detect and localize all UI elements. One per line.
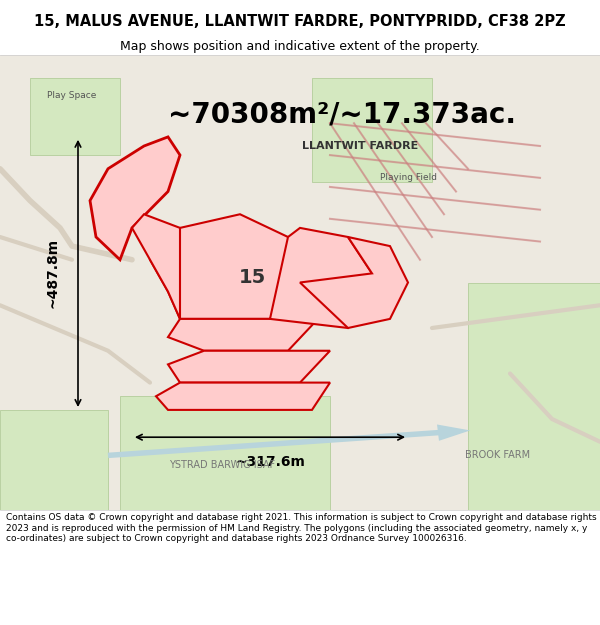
Text: 15: 15 bbox=[238, 269, 266, 288]
Text: 15, MALUS AVENUE, LLANTWIT FARDRE, PONTYPRIDD, CF38 2PZ: 15, MALUS AVENUE, LLANTWIT FARDRE, PONTY… bbox=[34, 14, 566, 29]
Polygon shape bbox=[270, 228, 372, 328]
Text: ~487.8m: ~487.8m bbox=[46, 238, 60, 309]
Text: LLANTWIT FARDRE: LLANTWIT FARDRE bbox=[302, 141, 418, 151]
Text: Play Space: Play Space bbox=[47, 91, 97, 101]
Text: ~70308m²/~17.373ac.: ~70308m²/~17.373ac. bbox=[168, 100, 516, 128]
Polygon shape bbox=[300, 237, 408, 328]
Polygon shape bbox=[312, 78, 432, 182]
Text: Playing Field: Playing Field bbox=[380, 173, 437, 182]
Polygon shape bbox=[168, 351, 330, 382]
Polygon shape bbox=[90, 137, 180, 260]
Polygon shape bbox=[120, 396, 330, 510]
Polygon shape bbox=[168, 282, 318, 351]
Text: Map shows position and indicative extent of the property.: Map shows position and indicative extent… bbox=[120, 39, 480, 52]
Text: Contains OS data © Crown copyright and database right 2021. This information is : Contains OS data © Crown copyright and d… bbox=[6, 514, 596, 543]
FancyArrow shape bbox=[107, 424, 470, 458]
Polygon shape bbox=[30, 78, 120, 155]
Text: ~317.6m: ~317.6m bbox=[235, 456, 305, 469]
Polygon shape bbox=[468, 282, 600, 510]
Text: YSTRAD BARWIG ISAF: YSTRAD BARWIG ISAF bbox=[169, 459, 275, 469]
Polygon shape bbox=[156, 382, 330, 410]
Polygon shape bbox=[132, 214, 180, 319]
Text: BROOK FARM: BROOK FARM bbox=[466, 451, 530, 461]
Polygon shape bbox=[150, 214, 300, 319]
Polygon shape bbox=[0, 410, 108, 510]
